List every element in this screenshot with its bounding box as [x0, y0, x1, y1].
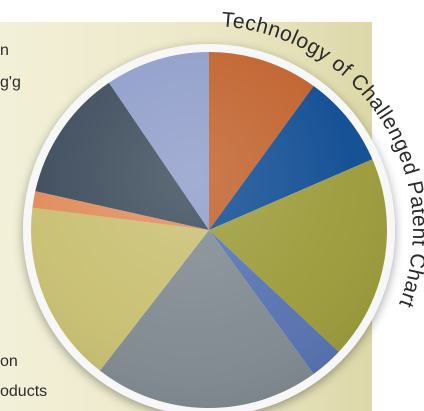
legend-fragment-3: on: [0, 353, 18, 370]
pie-slices: [30, 52, 388, 409]
legend-fragment-2: g'g: [0, 74, 21, 91]
legend-fragment-1: n: [0, 42, 9, 59]
